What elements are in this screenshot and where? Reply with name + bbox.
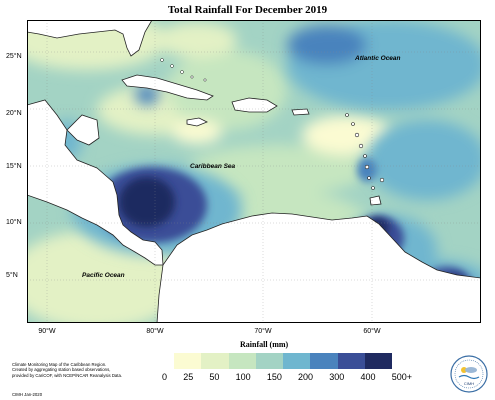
cimh-logo: CIMH xyxy=(450,355,488,393)
bahamas xyxy=(160,58,207,82)
logo-text: CIMH xyxy=(464,381,474,386)
legend-swatch xyxy=(337,353,365,369)
south-america-land xyxy=(156,212,481,323)
legend-swatch xyxy=(174,353,202,369)
lon-label-60w: 60°W xyxy=(363,328,381,335)
legend-tick-label: 300 xyxy=(329,372,345,382)
jamaica xyxy=(186,117,208,127)
legend-tick-label: 0 xyxy=(162,372,168,382)
land xyxy=(27,20,481,323)
lat-label-25n: 25°N xyxy=(6,53,22,60)
puerto-rico xyxy=(291,108,310,116)
credit-line: Created by aggregating station based obs… xyxy=(12,367,111,373)
legend-tick-label: 200 xyxy=(298,372,314,382)
lon-label-90w: 90°W xyxy=(38,328,56,335)
legend-swatch xyxy=(283,353,311,369)
legend-title: Rainfall (mm) xyxy=(240,340,289,349)
rainfall-map xyxy=(27,20,481,323)
caribbean-sea-label: Caribbean Sea xyxy=(190,163,236,170)
lat-label-20n: 20°N xyxy=(6,110,22,117)
pacific-ocean-label: Pacific Ocean xyxy=(82,272,125,279)
legend-swatch xyxy=(255,353,283,369)
legend-tick-label: 500+ xyxy=(391,372,412,382)
lat-label-10n: 10°N xyxy=(6,219,22,226)
credit-date: CIMH Jan-2020 xyxy=(12,392,43,397)
trinidad xyxy=(369,195,382,206)
central-america-land xyxy=(27,99,164,266)
legend-tick-label: 100 xyxy=(235,372,251,382)
cuba xyxy=(121,74,214,101)
atlantic-ocean-label: Atlantic Ocean xyxy=(355,55,401,62)
lesser-antilles xyxy=(345,113,385,190)
legend-tick-label: 25 xyxy=(183,372,194,382)
legend-swatch xyxy=(228,353,256,369)
yucatan xyxy=(66,114,100,146)
credit-line: provided by CariCOF, with NCEP/NCAR Rean… xyxy=(12,372,123,378)
legend-colorbar xyxy=(174,353,392,369)
credit-text: Climate Monitoring Map of the Caribbean … xyxy=(12,362,172,378)
lat-label-15n: 15°N xyxy=(6,163,22,170)
credit-line: Climate Monitoring Map of the Caribbean … xyxy=(12,362,107,367)
hispaniola xyxy=(231,97,278,113)
legend-swatch xyxy=(364,353,392,369)
legend-tick-label: 50 xyxy=(209,372,220,382)
legend-tick-label: 150 xyxy=(266,372,282,382)
map-title: Total Rainfall For December 2019 xyxy=(167,4,328,16)
lat-label-5n: 5°N xyxy=(6,272,18,279)
graticule xyxy=(27,20,481,323)
legend-swatch xyxy=(310,353,338,369)
north-america-land xyxy=(27,20,153,57)
lon-label-70w: 70°W xyxy=(254,328,272,335)
legend-swatch xyxy=(201,353,229,369)
lon-label-80w: 80°W xyxy=(146,328,164,335)
legend-ticks: 0 25 50 100 150 200 300 400 500+ xyxy=(162,372,412,382)
legend-tick-label: 400 xyxy=(360,372,376,382)
